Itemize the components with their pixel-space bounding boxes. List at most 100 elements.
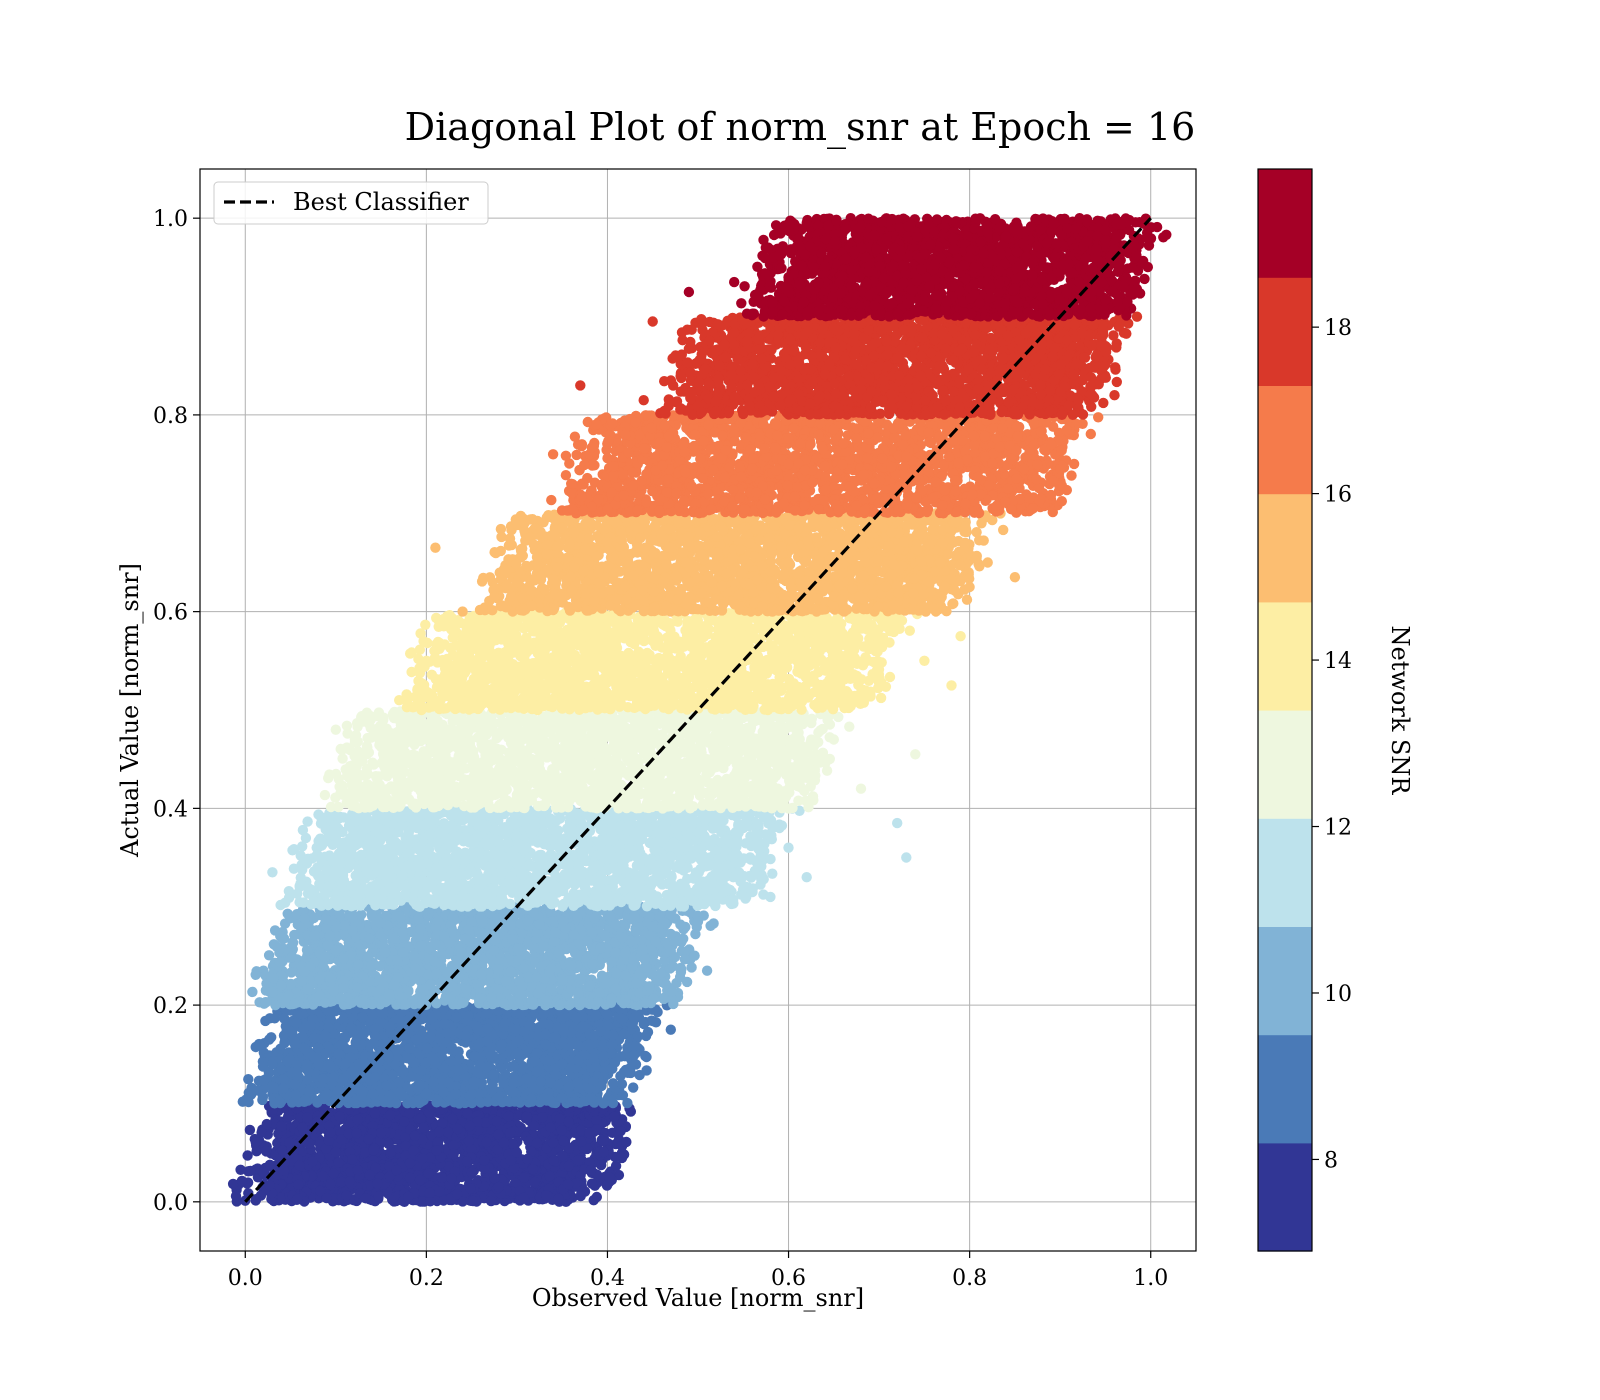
data-point [291,1017,302,1029]
data-point [291,1194,303,1206]
data-point [261,1118,272,1130]
data-point [522,1153,533,1165]
data-point [531,1137,543,1149]
data-point [418,1122,429,1133]
data-point [450,1088,461,1100]
data-point [573,1054,584,1066]
data-point [404,1043,415,1054]
data-point [556,1092,568,1104]
data-point [230,1190,242,1202]
data-point [294,1160,305,1171]
data-point [317,1170,328,1182]
data-point [452,1123,463,1135]
data-point [621,1136,632,1148]
data-point [598,1136,609,1147]
data-point [284,1054,296,1065]
data-point [297,1122,308,1133]
data-point [250,1137,261,1148]
data-point [452,1188,463,1200]
data-point [332,1085,344,1096]
data-point [415,1113,426,1124]
data-point [465,1183,476,1194]
data-point [385,1109,396,1121]
data-point [321,1088,333,1100]
scatter-points [227,213,1172,1208]
data-point [504,1127,516,1138]
data-point [278,1074,289,1085]
data-point [563,1160,574,1172]
data-point [414,1174,426,1186]
data-point [301,1112,313,1123]
data-point [357,1086,369,1097]
data-point [289,1036,300,1048]
data-point [236,1175,248,1187]
chart-title: Diagonal Plot of norm_snr at Epoch = 16 [405,105,1196,150]
data-point [466,1088,478,1100]
data-point [352,1164,363,1176]
data-point [586,1178,598,1189]
data-point [312,1097,323,1108]
data-point [558,1135,569,1147]
data-point [257,1091,269,1103]
data-point [369,1108,381,1119]
data-point [527,1164,539,1175]
data-point [556,1125,567,1136]
data-point [381,1080,392,1092]
data-point [341,1190,352,1201]
data-point [333,1049,344,1060]
data-point [235,1164,246,1176]
data-point [408,1145,419,1156]
data-point [243,1096,254,1108]
data-point [615,1013,627,1024]
data-point [529,1055,540,1067]
data-point [434,1126,445,1138]
data-point [545,1077,556,1088]
data-point [351,1128,362,1139]
data-point [334,1111,345,1122]
data-point [391,1164,402,1176]
data-point [425,1032,436,1043]
data-point [301,1064,312,1075]
data-point [485,1050,497,1062]
data-point [434,1186,445,1197]
data-point [461,1156,473,1167]
data-point [587,1052,599,1063]
data-point [462,1011,474,1022]
data-point [396,1065,408,1076]
data-point [491,1115,502,1127]
data-point [302,1074,313,1085]
data-point [416,1014,427,1025]
data-point [481,1136,492,1148]
data-point [346,1023,357,1034]
data-point [276,1064,287,1075]
data-point [394,1086,406,1098]
data-point [518,1172,530,1183]
data-point [513,1035,525,1046]
data-point [245,1087,257,1098]
data-point [404,1157,416,1169]
data-point [496,1039,507,1050]
data-point [650,1017,662,1028]
data-point [372,1178,383,1189]
data-point [323,1022,334,1033]
data-point [384,1021,396,1032]
data-point [544,1170,555,1182]
data-point [307,1156,318,1167]
data-point [451,1012,462,1023]
data-point [438,1086,449,1098]
data-point [607,1097,619,1109]
data-point [431,1097,442,1108]
data-point [321,1031,332,1042]
data-point [426,1012,438,1023]
data-point [443,1077,454,1088]
data-point [454,1098,465,1109]
data-point [428,1076,439,1088]
data-point [431,1145,442,1156]
data-point [529,1176,540,1188]
data-point [512,1047,524,1059]
data-point [446,1173,457,1184]
data-point [557,1150,568,1162]
data-point [279,1013,290,1024]
data-point [325,1178,336,1190]
